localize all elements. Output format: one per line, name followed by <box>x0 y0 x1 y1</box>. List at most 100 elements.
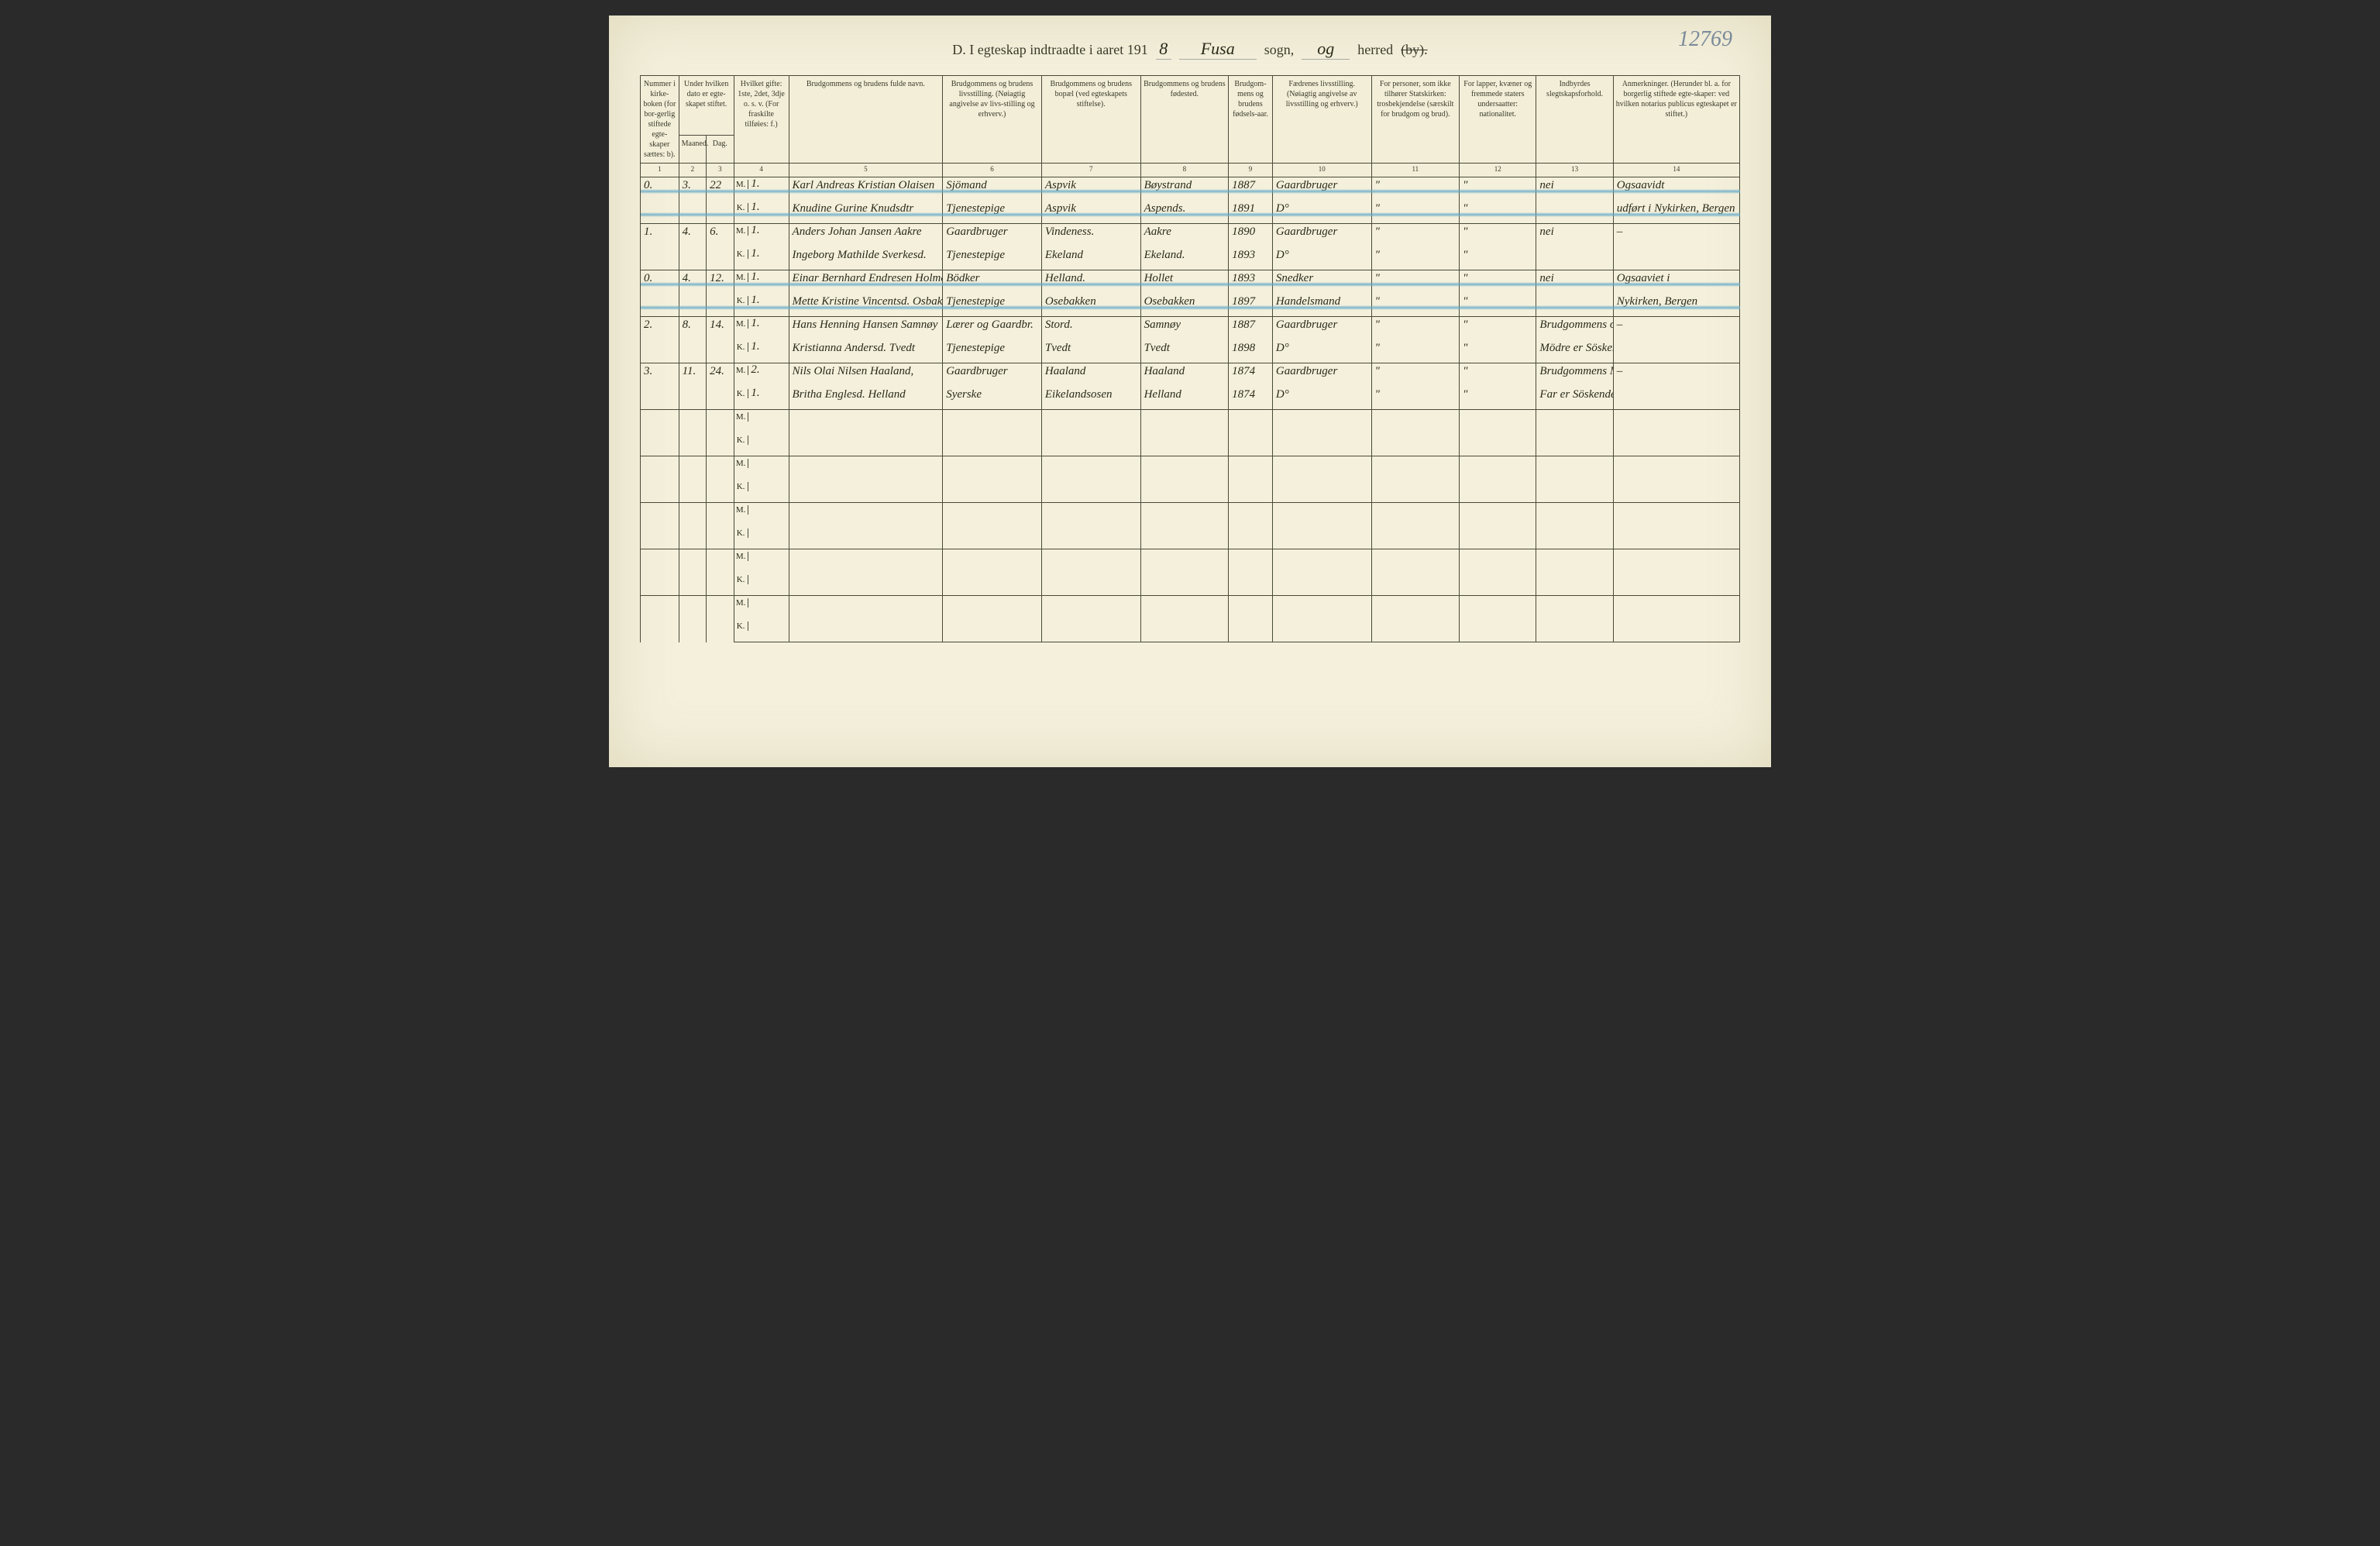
col-header-12: For lapper, kvæner og fremmede staters u… <box>1460 76 1536 164</box>
colnum: 2 <box>679 164 706 177</box>
cell-faedre: Gaardbruger <box>1272 317 1371 340</box>
cell-gifte-k: K. 1. <box>734 387 789 410</box>
cell-stilling: Sjömand <box>943 177 1042 201</box>
cell-stilling: Gaardbruger <box>943 224 1042 247</box>
cell-bopel: Aspvik <box>1041 201 1140 224</box>
cell-faedre: D° <box>1272 201 1371 224</box>
col-header-2-top: Under hvilken dato er egte-skapet stifte… <box>679 76 734 136</box>
cell-navn: Anders Johan Jansen Aakre <box>789 224 943 247</box>
colnum: 10 <box>1272 164 1371 177</box>
table-row-empty: K. <box>641 480 1740 503</box>
cell-stilling: Tjenestepige <box>943 294 1042 317</box>
table-row: 0.4.12.M. 1.Einar Bernhard Endresen Holm… <box>641 270 1740 294</box>
cell-num: 3. <box>641 363 679 410</box>
cell-gifte-k: K. 1. <box>734 340 789 363</box>
cell-bopel: Helland. <box>1041 270 1140 294</box>
cell-tros: " <box>1371 201 1460 224</box>
table-row-empty: M. <box>641 410 1740 433</box>
cell-gifte-k: K. 1. <box>734 294 789 317</box>
cell-stilling: Tjenestepige <box>943 247 1042 270</box>
cell-num: 0. <box>641 177 679 224</box>
cell-anm <box>1613 387 1739 410</box>
cell-gifte-m: M. 1. <box>734 317 789 340</box>
col-header-9: Brudgom-mens og brudens fødsels-aar. <box>1229 76 1273 164</box>
cell-navn: Ingeborg Mathilde Sverkesd. <box>789 247 943 270</box>
header-og: og <box>1302 39 1350 60</box>
cell-fodested: Hollet <box>1140 270 1229 294</box>
cell-anm: Ogsaavidt <box>1613 177 1739 201</box>
cell-slegt: nei <box>1536 177 1613 201</box>
col-header-8: Brudgommens og brudens fødested. <box>1140 76 1229 164</box>
cell-maaned: 8. <box>679 317 706 363</box>
col-header-6: Brudgommens og brudens livsstilling. (Nø… <box>943 76 1042 164</box>
page-number: 12769 <box>1678 27 1732 52</box>
cell-num: 0. <box>641 270 679 317</box>
cell-bopel: Aspvik <box>1041 177 1140 201</box>
cell-anm: – <box>1613 363 1739 387</box>
cell-anm: – <box>1613 317 1739 340</box>
cell-aar: 1887 <box>1229 177 1273 201</box>
table-row-empty: M. <box>641 503 1740 526</box>
colnum: 9 <box>1229 164 1273 177</box>
cell-gifte-k: K. 1. <box>734 247 789 270</box>
cell-fodested: Aspends. <box>1140 201 1229 224</box>
col-header-5: Brudgommens og brudens fulde navn. <box>789 76 943 164</box>
cell-tros: " <box>1371 363 1460 387</box>
cell-nat: " <box>1460 363 1536 387</box>
cell-aar: 1897 <box>1229 294 1273 317</box>
colnum: 3 <box>707 164 734 177</box>
cell-faedre: Snedker <box>1272 270 1371 294</box>
cell-fodested: Aakre <box>1140 224 1229 247</box>
col-header-1: Nummer i kirke-boken (for bor-gerlig sti… <box>641 76 679 164</box>
cell-slegt: Far er Söskendebörn. <box>1536 387 1613 410</box>
cell-navn: Einar Bernhard Endresen Holmefjord <box>789 270 943 294</box>
cell-tros: " <box>1371 317 1460 340</box>
colnum: 5 <box>789 164 943 177</box>
cell-gifte-m: M. 1. <box>734 177 789 201</box>
colnum: 7 <box>1041 164 1140 177</box>
cell-nat: " <box>1460 201 1536 224</box>
cell-dag: 24. <box>707 363 734 410</box>
colnum: 6 <box>943 164 1042 177</box>
cell-dag: 22 <box>707 177 734 224</box>
cell-maaned: 11. <box>679 363 706 410</box>
cell-anm: – <box>1613 224 1739 247</box>
cell-bopel: Eikelandsosen <box>1041 387 1140 410</box>
ledger-table: Nummer i kirke-boken (for bor-gerlig sti… <box>640 75 1740 642</box>
cell-tros: " <box>1371 270 1460 294</box>
cell-fodested: Bøystrand <box>1140 177 1229 201</box>
ledger-page: 12769 D. I egteskap indtraadte i aaret 1… <box>609 15 1771 767</box>
cell-gifte-m: M. 1. <box>734 270 789 294</box>
cell-fodested: Haaland <box>1140 363 1229 387</box>
cell-bopel: Stord. <box>1041 317 1140 340</box>
cell-nat: " <box>1460 317 1536 340</box>
cell-stilling: Tjenestepige <box>943 340 1042 363</box>
cell-tros: " <box>1371 294 1460 317</box>
table-header: Nummer i kirke-boken (for bor-gerlig sti… <box>641 76 1740 177</box>
table-row: K. 1.Britha Englesd. HellandSyerskeEikel… <box>641 387 1740 410</box>
cell-tros: " <box>1371 340 1460 363</box>
cell-aar: 1874 <box>1229 363 1273 387</box>
cell-aar: 1887 <box>1229 317 1273 340</box>
cell-aar: 1891 <box>1229 201 1273 224</box>
cell-slegt: nei <box>1536 224 1613 247</box>
cell-fodested: Osebakken <box>1140 294 1229 317</box>
cell-anm <box>1613 340 1739 363</box>
cell-navn: Mette Kristine Vincentsd. Osbakken <box>789 294 943 317</box>
cell-nat: " <box>1460 224 1536 247</box>
cell-fodested: Helland <box>1140 387 1229 410</box>
table-row-empty: M. <box>641 549 1740 573</box>
cell-gifte-k: K. 1. <box>734 201 789 224</box>
cell-bopel: Tvedt <box>1041 340 1140 363</box>
cell-nat: " <box>1460 294 1536 317</box>
cell-stilling: Tjenestepige <box>943 201 1042 224</box>
col-header-2a: Maaned. <box>679 136 706 164</box>
cell-aar: 1893 <box>1229 247 1273 270</box>
cell-maaned: 4. <box>679 270 706 317</box>
header-herred-label: herred <box>1357 42 1393 58</box>
cell-stilling: Bödker <box>943 270 1042 294</box>
cell-navn: Karl Andreas Kristian Olaisen <box>789 177 943 201</box>
cell-num: 1. <box>641 224 679 270</box>
cell-navn: Knudine Gurine Knudsdtr <box>789 201 943 224</box>
cell-slegt: nei <box>1536 270 1613 294</box>
